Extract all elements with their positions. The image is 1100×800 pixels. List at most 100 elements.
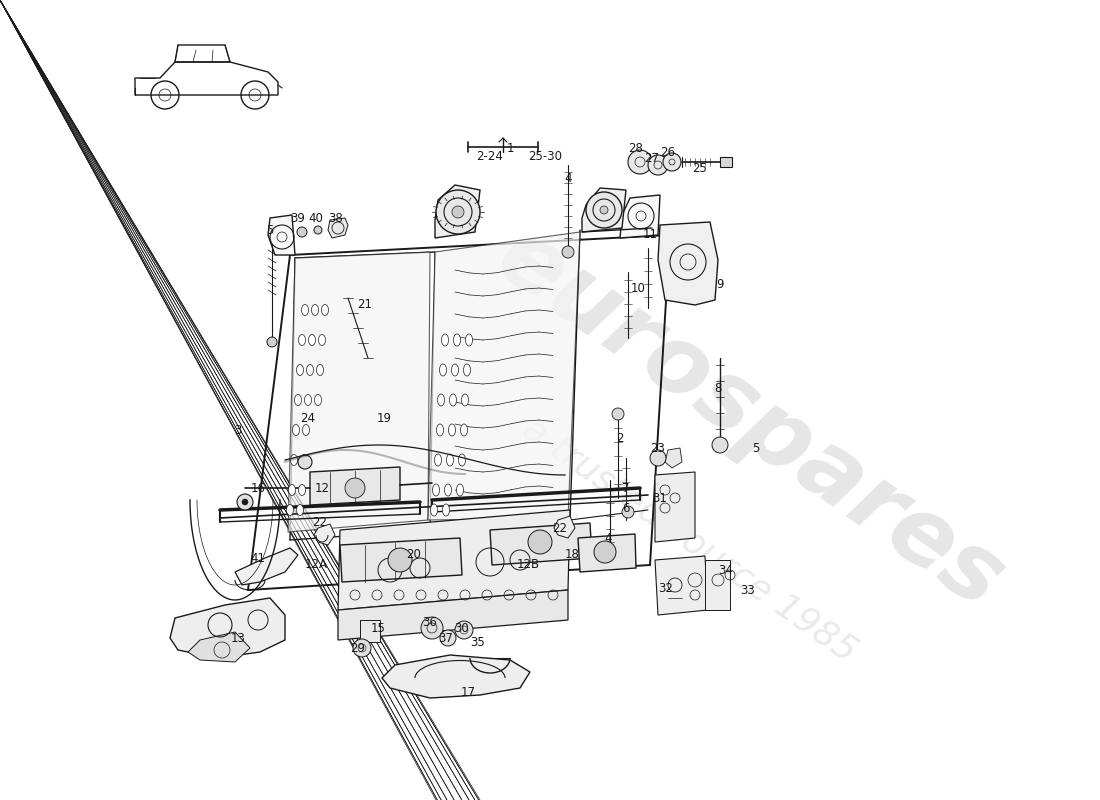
Polygon shape [288,252,430,532]
Circle shape [528,530,552,554]
Polygon shape [382,655,530,698]
Ellipse shape [298,485,306,495]
Text: 41: 41 [251,551,265,565]
Text: 35: 35 [471,635,485,649]
Text: 1: 1 [506,142,514,154]
Text: 30: 30 [454,622,470,634]
Text: 3: 3 [234,423,242,437]
Ellipse shape [438,394,444,406]
Polygon shape [268,215,295,255]
Circle shape [421,617,443,639]
Circle shape [650,450,666,466]
Circle shape [297,227,307,237]
Polygon shape [666,448,682,468]
Ellipse shape [315,394,321,406]
Text: 31: 31 [652,491,668,505]
Polygon shape [188,632,250,662]
Bar [705,560,730,610]
Circle shape [452,206,464,218]
Bar [360,620,379,642]
Text: 34: 34 [718,563,734,577]
Text: 22: 22 [552,522,568,534]
Polygon shape [338,510,570,610]
Circle shape [267,337,277,347]
Circle shape [648,155,668,175]
Circle shape [345,478,365,498]
Polygon shape [620,195,660,238]
Text: 32: 32 [659,582,673,594]
Text: 7: 7 [623,482,629,494]
Text: 10: 10 [630,282,646,294]
Ellipse shape [308,334,316,346]
Ellipse shape [463,364,471,376]
Text: 8: 8 [714,382,722,394]
Text: 20: 20 [407,549,421,562]
Text: 37: 37 [439,631,453,645]
Ellipse shape [437,424,443,436]
Circle shape [594,541,616,563]
Ellipse shape [290,454,297,466]
Circle shape [586,192,622,228]
Text: 25: 25 [693,162,707,174]
Ellipse shape [462,394,469,406]
Circle shape [621,506,634,518]
Polygon shape [428,232,580,520]
Circle shape [440,630,456,646]
Ellipse shape [434,454,441,466]
Polygon shape [654,556,708,615]
Ellipse shape [442,504,450,516]
Ellipse shape [453,334,461,346]
Ellipse shape [297,505,304,515]
Ellipse shape [301,305,308,315]
Circle shape [612,408,624,420]
Polygon shape [654,472,695,542]
Text: 28: 28 [628,142,643,154]
Polygon shape [235,548,298,585]
Text: 27: 27 [645,151,660,165]
Polygon shape [328,218,348,238]
Circle shape [436,190,480,234]
Ellipse shape [465,334,473,346]
Circle shape [628,150,652,174]
Ellipse shape [441,334,449,346]
Ellipse shape [321,305,329,315]
Bar [720,157,732,167]
Ellipse shape [317,365,323,375]
Ellipse shape [432,484,440,496]
Text: 2-24: 2-24 [476,150,504,163]
Text: a trusted source 1985: a trusted source 1985 [517,411,864,669]
Text: 23: 23 [650,442,666,454]
Circle shape [712,437,728,453]
Ellipse shape [444,484,451,496]
Text: 26: 26 [660,146,675,158]
Polygon shape [314,524,336,545]
Text: 29: 29 [351,642,365,654]
Circle shape [298,455,312,469]
Ellipse shape [297,365,304,375]
Circle shape [562,246,574,258]
Text: eurospares: eurospares [478,211,1021,629]
Text: 12: 12 [315,482,330,494]
Text: 18: 18 [564,549,580,562]
Text: 11: 11 [642,229,658,242]
Text: 21: 21 [358,298,373,311]
Text: 17: 17 [461,686,475,698]
Polygon shape [490,523,592,565]
Ellipse shape [302,425,309,435]
Text: 12B: 12B [516,558,540,571]
Text: 13: 13 [231,631,245,645]
Ellipse shape [319,334,326,346]
Circle shape [600,206,608,214]
Polygon shape [582,188,626,232]
Ellipse shape [449,424,455,436]
Ellipse shape [293,425,299,435]
Text: 5: 5 [752,442,760,454]
Text: 5: 5 [266,223,274,237]
Polygon shape [658,222,718,305]
Circle shape [236,494,253,510]
Text: 12A: 12A [305,558,328,571]
Polygon shape [578,534,636,572]
Ellipse shape [456,484,463,496]
Text: 33: 33 [740,583,756,597]
Circle shape [242,499,248,505]
